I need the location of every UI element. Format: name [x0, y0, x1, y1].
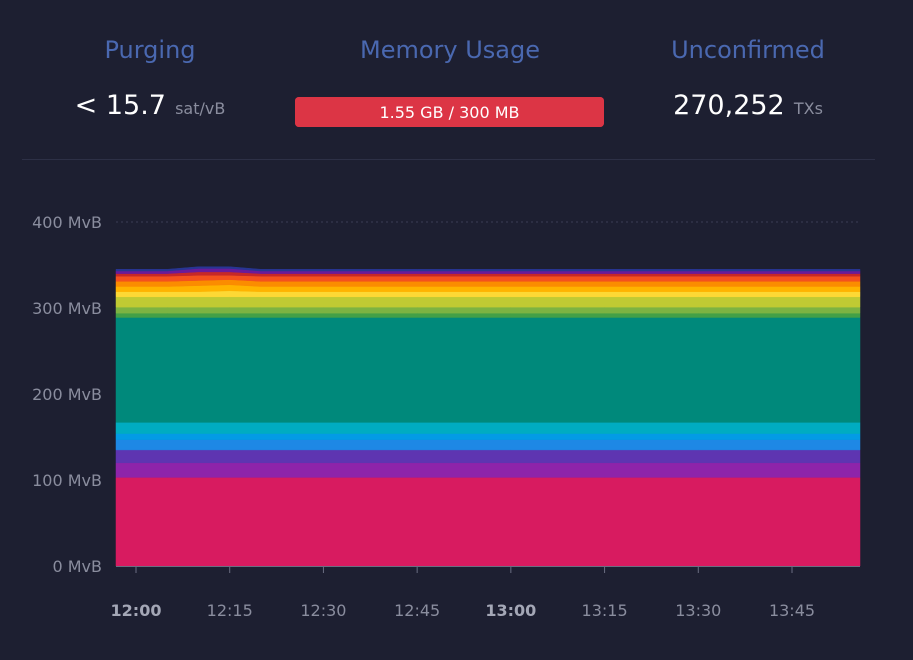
memory-usage-title: Memory Usage	[359, 36, 540, 64]
memory-usage-text: 1.55 GB / 300 MB	[379, 102, 520, 122]
x-tick-label: 13:00	[485, 601, 536, 620]
purging-value-row: < 15.7 sat/vB	[50, 90, 250, 121]
purging-title: Purging	[104, 36, 196, 64]
memory-usage-bar-fill	[295, 97, 604, 127]
y-tick-label: 300 MvB	[32, 299, 102, 318]
y-tick-label: 200 MvB	[32, 385, 102, 404]
memory-usage-bar: 1.55 GB / 300 MB	[295, 97, 604, 127]
unconfirmed-unit: TXs	[793, 99, 823, 118]
area-series-10	[115, 296, 861, 308]
area-series-2	[115, 462, 861, 478]
area-series-5	[115, 433, 861, 440]
area-series-4	[115, 439, 861, 451]
unconfirmed-title: Unconfirmed	[671, 36, 825, 64]
unconfirmed-value: 270,252	[673, 90, 785, 121]
area-series-9	[115, 306, 861, 314]
y-tick-label: 400 MvB	[32, 213, 102, 232]
x-tick-label: 13:45	[769, 601, 815, 620]
unconfirmed-value-row: 270,252 TXs	[648, 90, 848, 121]
area-series-17	[115, 266, 861, 272]
x-tick-label: 12:45	[394, 601, 440, 620]
purging-value: < 15.7	[74, 90, 166, 121]
area-series-7	[115, 317, 861, 423]
divider	[22, 159, 875, 160]
area-series-8	[115, 312, 861, 318]
purging-unit: sat/vB	[175, 99, 226, 118]
y-tick-label: 100 MvB	[32, 471, 102, 490]
x-tick-label: 12:00	[111, 601, 162, 620]
x-tick-label: 12:15	[207, 601, 253, 620]
area-series-6	[115, 422, 861, 434]
x-tick-label: 12:30	[300, 601, 346, 620]
area-series-3	[115, 449, 861, 464]
y-tick-label: 0 MvB	[52, 557, 102, 576]
x-tick-label: 13:15	[582, 601, 628, 620]
x-tick-label: 13:30	[675, 601, 721, 620]
area-series-1	[115, 477, 861, 567]
